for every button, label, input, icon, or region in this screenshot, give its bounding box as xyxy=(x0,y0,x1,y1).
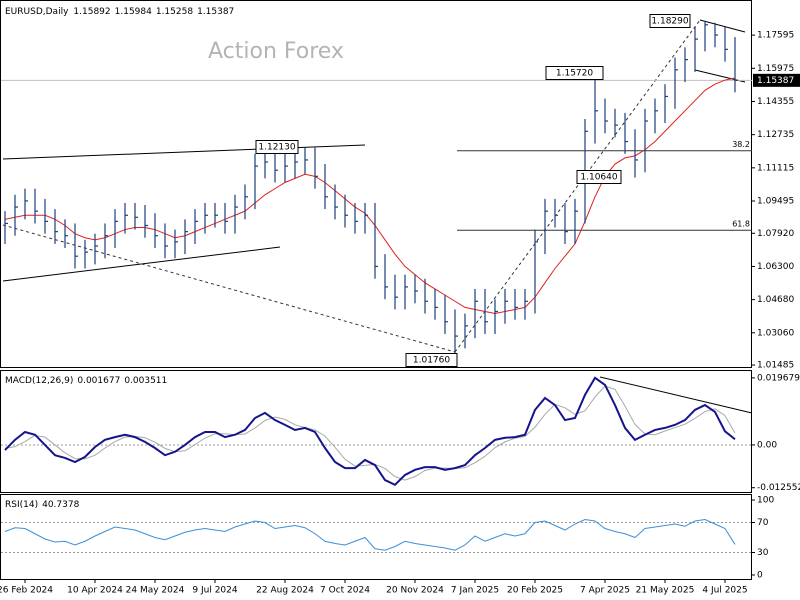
y-tick-label: 1.06300 xyxy=(757,262,794,272)
y-tick-label: 100 xyxy=(757,496,774,506)
x-tick-label: 21 May 2025 xyxy=(636,586,695,596)
x-tick-label: 9 Jul 2024 xyxy=(192,586,237,596)
macd-value: 0.001677 xyxy=(77,376,120,386)
price-panel xyxy=(0,0,752,368)
y-tick-label: 0 xyxy=(757,570,763,580)
indicator-line xyxy=(4,518,736,551)
x-tick-label: 7 Jan 2025 xyxy=(451,586,499,596)
open: 1.15892 xyxy=(73,7,110,17)
indicator-line xyxy=(4,385,736,481)
x-tick-label: 20 Feb 2025 xyxy=(507,586,563,596)
macd-header: MACD(12,26,9) 0.001677 0.003511 xyxy=(5,376,167,386)
x-tick-label: 22 Aug 2024 xyxy=(256,586,314,596)
trendline xyxy=(2,144,366,160)
rsi-header: RSI(14) 40.7378 xyxy=(5,500,80,510)
price-label-box xyxy=(545,66,604,80)
watermark: Action Forex xyxy=(208,39,344,64)
price-label: 1.10640 xyxy=(580,173,617,183)
price-label-box xyxy=(255,140,299,154)
y-tick-label: 1.12735 xyxy=(757,130,794,140)
y-tick-label: -0.012552 xyxy=(757,483,800,493)
y-tick-label: 0.00 xyxy=(757,440,777,450)
current-price-box xyxy=(753,73,800,87)
y-tick-label: 0.019679 xyxy=(757,373,800,383)
indicator-line xyxy=(4,376,736,487)
trendline xyxy=(699,19,746,33)
macd-panel xyxy=(0,370,752,493)
y-tick-label: 1.15975 xyxy=(757,64,794,74)
y-tick-label: 70 xyxy=(757,518,769,528)
x-tick-label: 7 Apr 2025 xyxy=(580,586,630,596)
y-tick-label: 1.07920 xyxy=(757,229,794,239)
y-tick-label: 1.03060 xyxy=(757,328,794,338)
y-tick-label: 1.14355 xyxy=(757,97,794,107)
trendline xyxy=(454,19,701,353)
x-tick-label: 10 Apr 2024 xyxy=(67,586,123,596)
low: 1.15258 xyxy=(156,7,193,17)
x-tick-label: 20 Nov 2024 xyxy=(386,586,444,596)
moving-average xyxy=(4,77,736,315)
signal-value: 0.003511 xyxy=(124,376,167,386)
close: 1.15387 xyxy=(197,7,234,17)
price-label: 1.15720 xyxy=(556,69,593,79)
y-tick-label: 1.09495 xyxy=(757,197,794,207)
rsi-label: RSI(14) xyxy=(5,500,38,510)
rsi-panel xyxy=(0,494,752,580)
price-label: 1.12130 xyxy=(258,143,295,153)
x-tick-label: 4 Jul 2025 xyxy=(702,586,747,596)
x-tick-label: 7 Oct 2024 xyxy=(320,586,370,596)
x-tick-label: 24 May 2024 xyxy=(126,586,185,596)
price-label: 1.18290 xyxy=(651,17,688,27)
trendline xyxy=(2,224,456,353)
fib-label: 61.8 xyxy=(732,220,750,229)
trendlines xyxy=(2,19,753,414)
current-price-label: 1.15387 xyxy=(757,76,794,86)
y-tick-label: 1.11115 xyxy=(757,163,794,173)
y-tick-label: 1.01485 xyxy=(757,361,794,371)
symbol: EURUSD,Daily xyxy=(5,7,69,17)
price-label: 1.01760 xyxy=(413,356,450,366)
rsi-value: 40.7378 xyxy=(42,500,79,510)
trendline xyxy=(599,376,753,414)
y-tick-label: 30 xyxy=(757,548,769,558)
price-label-box xyxy=(649,14,691,28)
high: 1.15984 xyxy=(115,7,152,17)
fib-label: 38.2 xyxy=(732,140,750,149)
price-label-box xyxy=(576,170,622,184)
y-tick-label: 1.04680 xyxy=(757,295,794,305)
price-label-box xyxy=(405,353,458,367)
header: EURUSD,Daily 1.15892 1.15984 1.15258 1.15387 xyxy=(5,7,234,17)
x-tick-label: 26 Feb 2024 xyxy=(0,586,53,596)
y-tick-label: 1.17595 xyxy=(757,31,794,41)
trendline xyxy=(2,246,281,282)
macd-label: MACD(12,26,9) xyxy=(5,376,73,386)
